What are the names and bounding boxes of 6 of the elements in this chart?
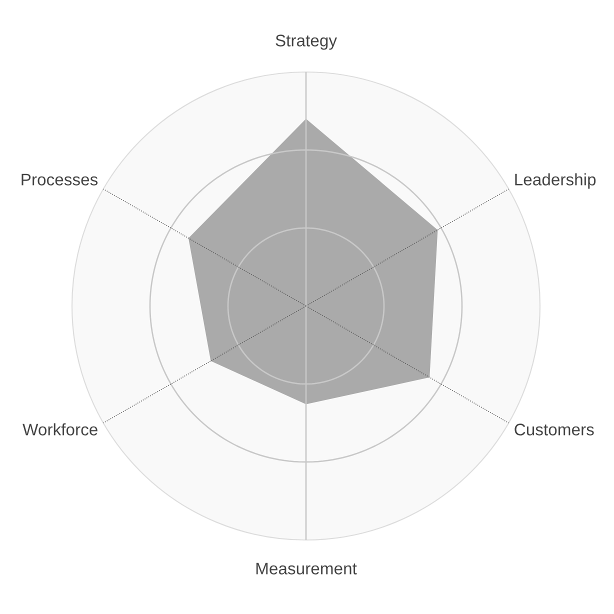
spoke-label: Measurement (256, 562, 357, 574)
spoke-label: Strategy (276, 34, 338, 50)
spoke-label: Processes (22, 174, 98, 186)
spoke-label: Customers (514, 424, 594, 436)
spoke-label: Leadership (515, 173, 596, 189)
spoke-label: Workforce (22, 423, 98, 436)
